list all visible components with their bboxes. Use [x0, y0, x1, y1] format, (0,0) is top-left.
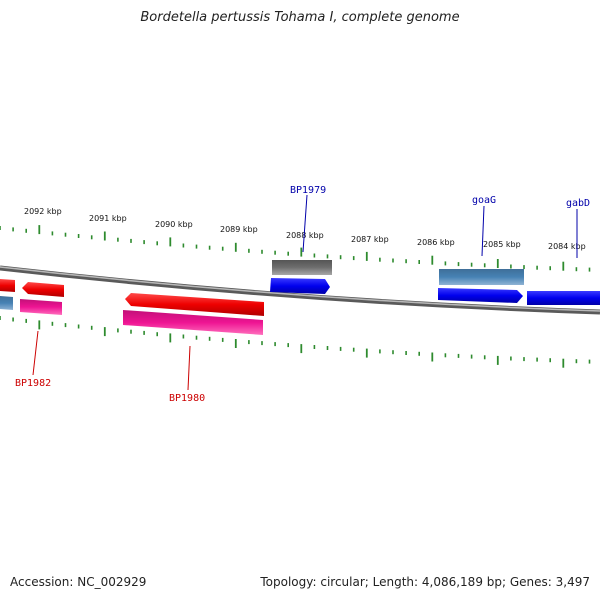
- accession-text: Accession: NC_002929: [10, 575, 147, 589]
- genome-backbone: [0, 265, 600, 315]
- gene-bp1982-arrow[interactable]: [22, 282, 64, 297]
- scale-label-2089: 2089 kbp: [220, 225, 258, 234]
- upper-scale-ticks: [0, 225, 591, 272]
- scale-label-2088: 2088 kbp: [286, 231, 324, 240]
- leader-bp1980: [187, 345, 191, 391]
- scale-label-2085: 2085 kbp: [483, 240, 521, 249]
- lower-scale-ticks: [0, 316, 591, 368]
- gene-bp1980-arrow[interactable]: [125, 293, 264, 316]
- label-bp1980[interactable]: BP1980: [169, 393, 205, 404]
- gene-left-edge-red[interactable]: [0, 279, 15, 292]
- leader-bp1979: [302, 194, 308, 253]
- map-title: Bordetella pertussis Tohama I, complete …: [140, 10, 460, 25]
- scale-label-2092: 2092 kbp: [24, 207, 62, 216]
- genome-backbone-highlight: [0, 266, 600, 312]
- scale-label-2090: 2090 kbp: [155, 220, 193, 229]
- label-bp1982[interactable]: BP1982: [15, 378, 51, 389]
- gene-bp1980-feature[interactable]: [123, 310, 263, 335]
- gene-bp1979-arrow[interactable]: [270, 278, 330, 294]
- gene-bp1982-feature[interactable]: [20, 299, 62, 315]
- scale-label-2087: 2087 kbp: [351, 235, 389, 244]
- scale-label-2086: 2086 kbp: [417, 238, 455, 247]
- scale-label-2091: 2091 kbp: [89, 214, 127, 223]
- gene-goaG-feature[interactable]: [439, 269, 524, 285]
- leader-goaG: [481, 205, 485, 257]
- scale-label-2084: 2084 kbp: [548, 242, 586, 251]
- label-gabD[interactable]: gabD: [566, 198, 590, 209]
- gene-gabD-arrow[interactable]: [527, 291, 600, 305]
- leader-bp1982: [32, 330, 39, 376]
- gene-goaG-arrow[interactable]: [438, 288, 523, 303]
- gene-left-edge-steel[interactable]: [0, 296, 13, 310]
- label-bp1979[interactable]: BP1979: [290, 185, 326, 196]
- gene-bp1979-gray[interactable]: [272, 260, 332, 275]
- label-goaG[interactable]: goaG: [472, 195, 496, 206]
- topology-text: Topology: circular; Length: 4,086,189 bp…: [260, 575, 590, 589]
